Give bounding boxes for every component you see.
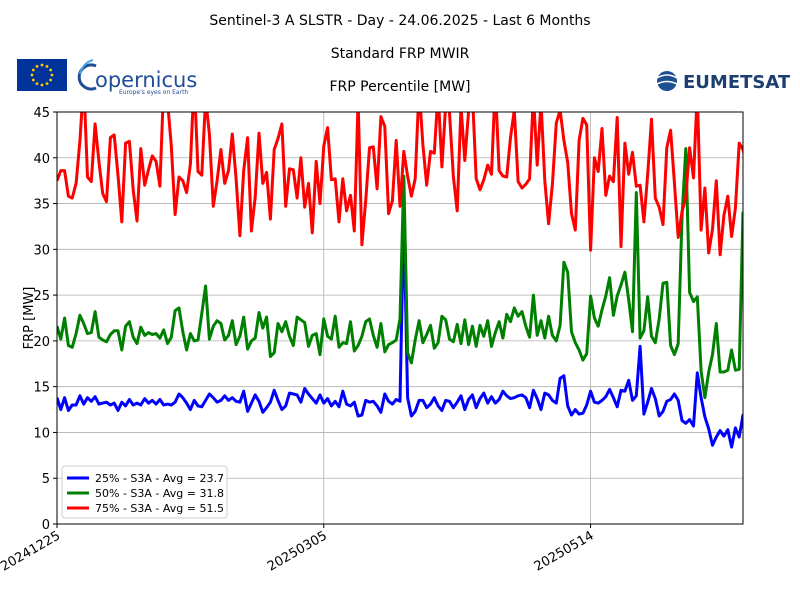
plot-area: 0 5 10 15 20 25 30 35 40 45 20241225 20250305 202505… — [0, 106, 744, 575]
copernicus-wordmark: opernicus — [95, 68, 197, 92]
eu-star-icon — [31, 68, 35, 72]
y-tick-label: 30 — [33, 243, 50, 258]
y-tick-label: 25 — [33, 289, 50, 304]
y-tick-label: 0 — [42, 518, 50, 533]
legend-entry-label: 75% - S3A - Avg = 51.5 — [95, 502, 224, 515]
y-tick-label: 15 — [33, 381, 50, 396]
y-tick-label: 40 — [33, 152, 50, 167]
y-tick-label: 35 — [33, 198, 50, 213]
axes-frame — [56, 111, 744, 525]
chart-title-line-2: Standard FRP MWIR — [330, 46, 470, 62]
eu-star-icon — [49, 68, 53, 72]
legend: 25% - S3A - Avg = 23.7 50% - S3A - Avg = … — [61, 465, 228, 519]
x-tick-label: 20250514 — [532, 528, 597, 574]
series-line — [57, 211, 743, 449]
series-line — [57, 112, 743, 257]
legend-entry-label: 50% - S3A - Avg = 31.8 — [95, 487, 224, 500]
copernicus-tagline: Europe's eyes on Earth — [119, 89, 188, 96]
y-tick-label: 5 — [42, 472, 50, 487]
eu-star-icon — [35, 82, 39, 86]
eu-flag-logo — [17, 59, 67, 91]
chart-title-line-3: FRP Percentile [MW] — [329, 79, 471, 95]
x-tick-label: 20250305 — [265, 528, 330, 574]
eumetsat-wordmark: EUMETSAT — [683, 72, 791, 93]
legend-entry-label: 25% - S3A - Avg = 23.7 — [95, 472, 224, 485]
copernicus-logo: opernicus Europe's eyes on Earth — [77, 59, 197, 96]
eumetsat-logo: EUMETSAT — [656, 71, 791, 93]
y-axis-label: FRP [MW] — [22, 287, 37, 350]
chart-title-line-1: Sentinel-3 A SLSTR - Day - 24.06.2025 - … — [209, 13, 591, 29]
eu-star-icon — [45, 82, 49, 86]
eu-star-icon — [35, 64, 39, 68]
y-tick-label: 20 — [33, 335, 50, 350]
eu-star-icon — [49, 78, 53, 82]
eu-star-icon — [50, 73, 54, 77]
eu-star-icon — [30, 73, 34, 77]
y-tick-label: 45 — [33, 106, 50, 121]
eu-star-icon — [40, 63, 44, 67]
x-tick-label: 20241225 — [0, 528, 63, 574]
y-tick-label: 10 — [33, 426, 50, 441]
legend-box — [61, 465, 228, 519]
eu-star-icon — [40, 83, 44, 87]
eu-star-icon — [45, 64, 49, 68]
series-line — [57, 147, 743, 400]
eu-star-icon — [31, 78, 35, 82]
